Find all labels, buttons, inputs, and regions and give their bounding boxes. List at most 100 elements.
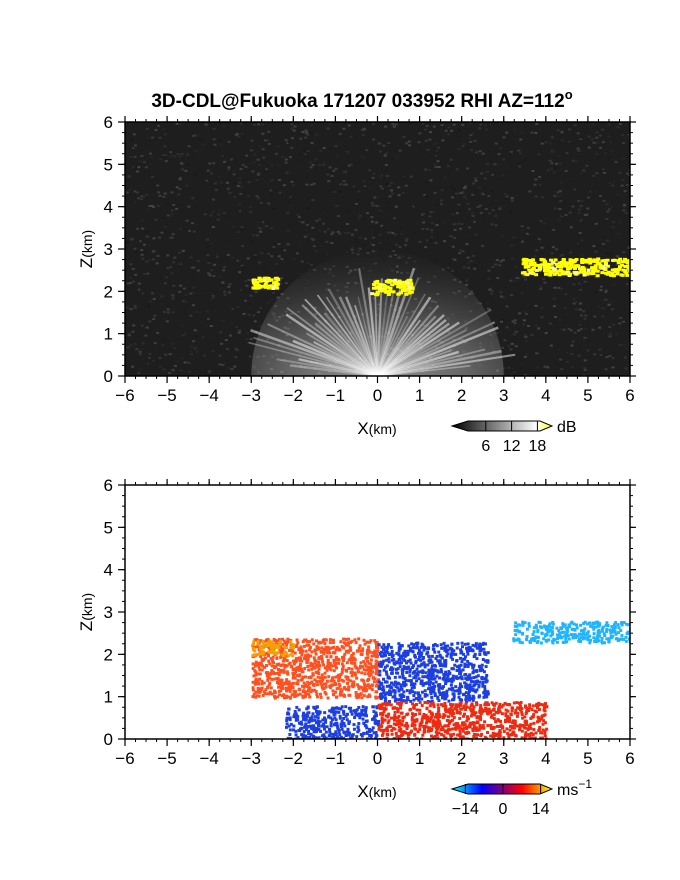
velocity-cell xyxy=(403,677,407,681)
velocity-cell xyxy=(472,725,476,729)
noise-speck xyxy=(171,368,175,371)
velocity-cell xyxy=(251,680,255,684)
velocity-cell xyxy=(541,722,545,726)
velocity-cell xyxy=(325,679,329,683)
cloud-cell xyxy=(269,278,274,282)
velocity-cell xyxy=(472,684,476,688)
noise-speck xyxy=(237,331,241,334)
noise-speck xyxy=(185,219,189,222)
velocity-cell xyxy=(471,643,475,647)
noise-speck xyxy=(424,168,428,171)
noise-speck xyxy=(301,130,305,133)
velocity-cell xyxy=(455,646,459,650)
velocity-cell xyxy=(478,646,482,650)
noise-speck xyxy=(523,355,527,358)
noise-speck xyxy=(263,251,267,254)
noise-speck xyxy=(576,132,580,135)
velocity-cell xyxy=(520,712,524,716)
noise-speck xyxy=(162,154,166,157)
noise-speck xyxy=(533,233,537,236)
velocity-cell xyxy=(472,655,476,659)
noise-speck xyxy=(404,184,408,187)
noise-speck xyxy=(517,149,521,152)
noise-speck xyxy=(459,227,463,230)
noise-speck xyxy=(557,348,561,351)
cloud-cell xyxy=(554,262,559,266)
velocity-cell xyxy=(372,731,376,735)
noise-speck xyxy=(572,298,576,301)
noise-speck xyxy=(307,262,311,265)
noise-speck xyxy=(388,130,392,133)
velocity-cell xyxy=(317,728,321,732)
noise-speck xyxy=(324,161,328,164)
velocity-cell xyxy=(347,641,351,645)
noise-speck xyxy=(171,213,175,216)
velocity-cell xyxy=(501,703,505,707)
noise-speck xyxy=(153,138,157,141)
noise-speck xyxy=(126,240,130,243)
velocity-cell xyxy=(293,651,297,655)
velocity-cell xyxy=(382,643,386,647)
noise-speck xyxy=(500,320,504,323)
noise-speck xyxy=(405,237,409,240)
noise-speck xyxy=(564,170,568,173)
velocity-cell xyxy=(430,667,434,671)
cloud-cell xyxy=(611,274,616,278)
velocity-cell xyxy=(304,713,308,717)
noise-speck xyxy=(505,195,509,198)
noise-speck xyxy=(594,250,598,253)
velocity-cell xyxy=(427,700,431,704)
cloud-cell xyxy=(552,272,557,276)
noise-speck xyxy=(125,353,129,356)
velocity-cell xyxy=(328,730,332,734)
noise-speck xyxy=(546,142,550,145)
noise-speck xyxy=(129,344,133,347)
noise-speck xyxy=(299,243,303,246)
noise-speck xyxy=(622,205,626,208)
noise-speck xyxy=(148,352,152,355)
noise-speck xyxy=(145,208,149,211)
velocity-cell xyxy=(323,675,327,679)
noise-speck xyxy=(274,271,278,274)
cloud-cell xyxy=(589,272,594,276)
velocity-cell xyxy=(289,652,293,656)
velocity-cell xyxy=(510,709,514,713)
noise-speck xyxy=(604,298,608,301)
velocity-cell xyxy=(471,649,475,653)
noise-speck xyxy=(617,163,621,166)
noise-speck xyxy=(539,240,543,243)
velocity-cell xyxy=(306,689,310,693)
noise-speck xyxy=(133,247,137,250)
noise-speck xyxy=(319,245,323,248)
cloud-cell xyxy=(582,273,587,277)
velocity-cell xyxy=(268,672,272,676)
cloud-cell xyxy=(410,286,415,290)
cloud-cell xyxy=(620,260,625,264)
noise-speck xyxy=(527,325,531,328)
velocity-cell xyxy=(353,638,357,642)
velocity-cell xyxy=(474,736,478,739)
velocity-cell xyxy=(334,730,338,734)
noise-speck xyxy=(269,193,273,196)
velocity-cell xyxy=(319,682,323,686)
velocity-cell xyxy=(346,727,350,731)
noise-speck xyxy=(158,356,162,359)
noise-speck xyxy=(541,140,545,143)
velocity-cell xyxy=(444,680,448,684)
noise-speck xyxy=(297,161,301,164)
noise-speck xyxy=(596,338,600,341)
noise-speck xyxy=(605,203,609,206)
noise-speck xyxy=(479,123,483,126)
noise-speck xyxy=(241,320,245,323)
noise-speck xyxy=(290,127,294,130)
velocity-cell xyxy=(311,724,315,728)
velocity-cell xyxy=(364,710,368,714)
velocity-cell xyxy=(421,683,425,687)
fan-ray xyxy=(376,287,389,376)
noise-speck xyxy=(404,239,408,242)
noise-speck xyxy=(157,191,161,194)
velocity-cell xyxy=(342,716,346,720)
noise-speck xyxy=(163,145,167,148)
noise-speck xyxy=(395,155,399,158)
velocity-cell xyxy=(307,668,311,672)
